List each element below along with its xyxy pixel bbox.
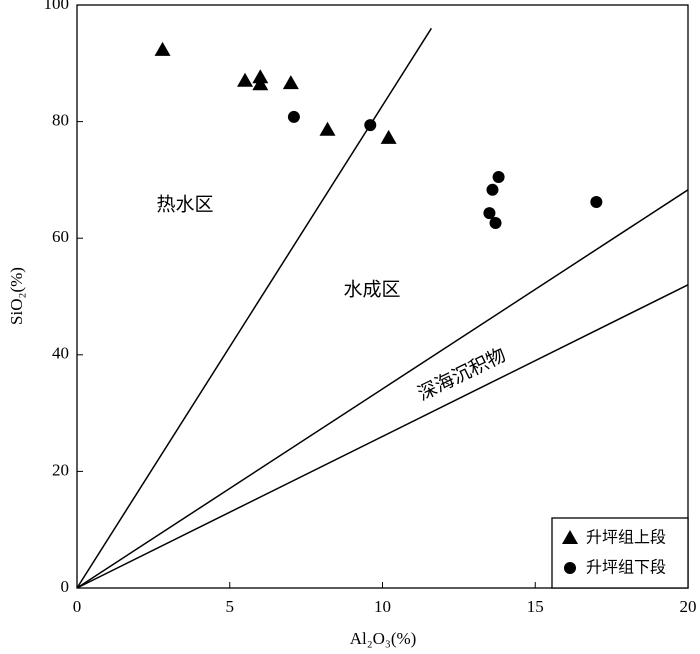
legend-label: 升坪组下段 [586,558,666,577]
point [252,76,269,91]
point [364,119,377,132]
legend-marker [564,562,576,574]
point [483,207,496,220]
y-tick-label: 0 [61,577,70,596]
point [319,121,336,136]
point [489,217,502,230]
x-tick-label: 0 [73,597,82,616]
point [486,183,499,196]
point [154,41,171,56]
y-tick-label: 20 [52,460,69,479]
x-tick-label: 15 [527,597,544,616]
x-tick-label: 20 [680,597,697,616]
region-label: 水成区 [343,279,400,301]
legend-label: 升坪组上段 [586,528,666,547]
x-tick-label: 10 [374,597,391,616]
point [237,72,254,87]
point [590,196,603,209]
point [380,129,397,144]
y-tick-label: 100 [44,0,70,13]
point [282,75,299,90]
point [287,110,300,123]
reference-line [76,27,433,589]
y-tick-label: 80 [52,111,69,130]
legend-marker [562,530,578,544]
reference-line [76,284,689,589]
y-tick-label: 60 [52,227,69,246]
x-tick-label: 5 [226,597,235,616]
region-label: 深海沉积物 [414,344,509,405]
y-axis-label: SiO₂(%) [7,267,26,325]
point [492,170,505,183]
y-tick-label: 40 [52,344,69,363]
x-axis-label: Al₂O₃(%) [350,629,417,648]
reference-line [76,189,689,589]
legend-box [551,517,689,589]
region-label: 热水区 [156,194,213,216]
